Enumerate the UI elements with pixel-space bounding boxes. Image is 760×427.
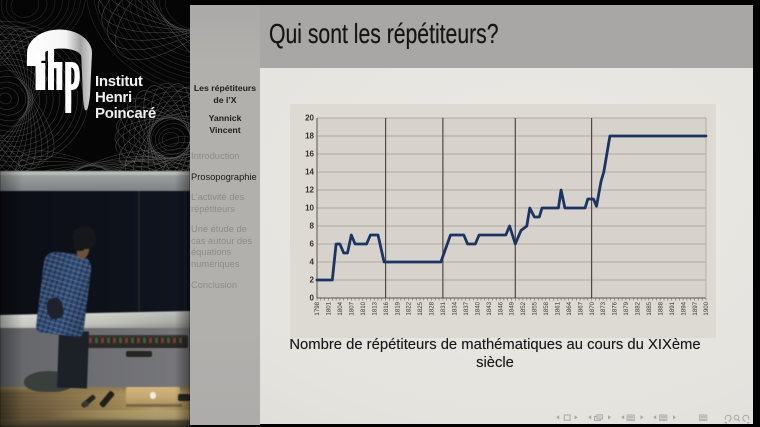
svg-text:1870: 1870 [589,301,596,315]
svg-text:0: 0 [310,294,315,303]
svg-text:12: 12 [305,186,314,195]
svg-text:1861: 1861 [555,301,562,315]
svg-text:6: 6 [310,240,315,249]
svg-text:1888: 1888 [657,301,664,315]
svg-text:1852: 1852 [520,301,527,315]
svg-text:1855: 1855 [532,301,539,315]
svg-text:1840: 1840 [474,301,481,315]
svg-text:1900: 1900 [703,301,710,315]
svg-text:1837: 1837 [463,301,470,315]
svg-text:20: 20 [305,114,314,123]
svg-text:1897: 1897 [692,301,699,315]
svg-text:1849: 1849 [509,301,516,315]
svg-text:1858: 1858 [543,301,550,315]
svg-text:1819: 1819 [394,301,401,315]
svg-text:1876: 1876 [612,301,619,315]
svg-text:1831: 1831 [440,301,447,315]
svg-text:1828: 1828 [429,301,436,315]
svg-text:8: 8 [310,222,315,231]
svg-text:10: 10 [305,204,314,213]
svg-text:1798: 1798 [314,301,321,315]
svg-text:1813: 1813 [371,301,378,315]
svg-text:1822: 1822 [406,301,413,315]
svg-text:Institut: Institut [95,73,143,90]
svg-text:1891: 1891 [669,301,676,315]
svg-text:1879: 1879 [623,301,630,315]
svg-text:16: 16 [305,150,314,159]
svg-text:1846: 1846 [497,301,504,315]
svg-text:4: 4 [310,258,315,267]
svg-text:1885: 1885 [646,301,653,315]
svg-text:Henri: Henri [95,89,132,106]
svg-text:1882: 1882 [635,301,642,315]
svg-text:1867: 1867 [577,301,584,315]
svg-text:1873: 1873 [600,301,607,315]
svg-text:1807: 1807 [349,301,356,315]
svg-text:1864: 1864 [566,301,573,315]
svg-text:1834: 1834 [452,301,459,315]
svg-text:1843: 1843 [486,301,493,315]
svg-text:18: 18 [305,132,314,141]
svg-text:1801: 1801 [326,301,333,315]
svg-text:2: 2 [310,276,315,285]
svg-text:1810: 1810 [360,301,367,315]
svg-text:Poincaré: Poincaré [95,105,156,122]
svg-text:1804: 1804 [337,301,344,315]
svg-text:1825: 1825 [417,301,424,315]
svg-text:1816: 1816 [383,301,390,315]
svg-text:14: 14 [305,168,314,177]
svg-text:1894: 1894 [680,301,687,315]
